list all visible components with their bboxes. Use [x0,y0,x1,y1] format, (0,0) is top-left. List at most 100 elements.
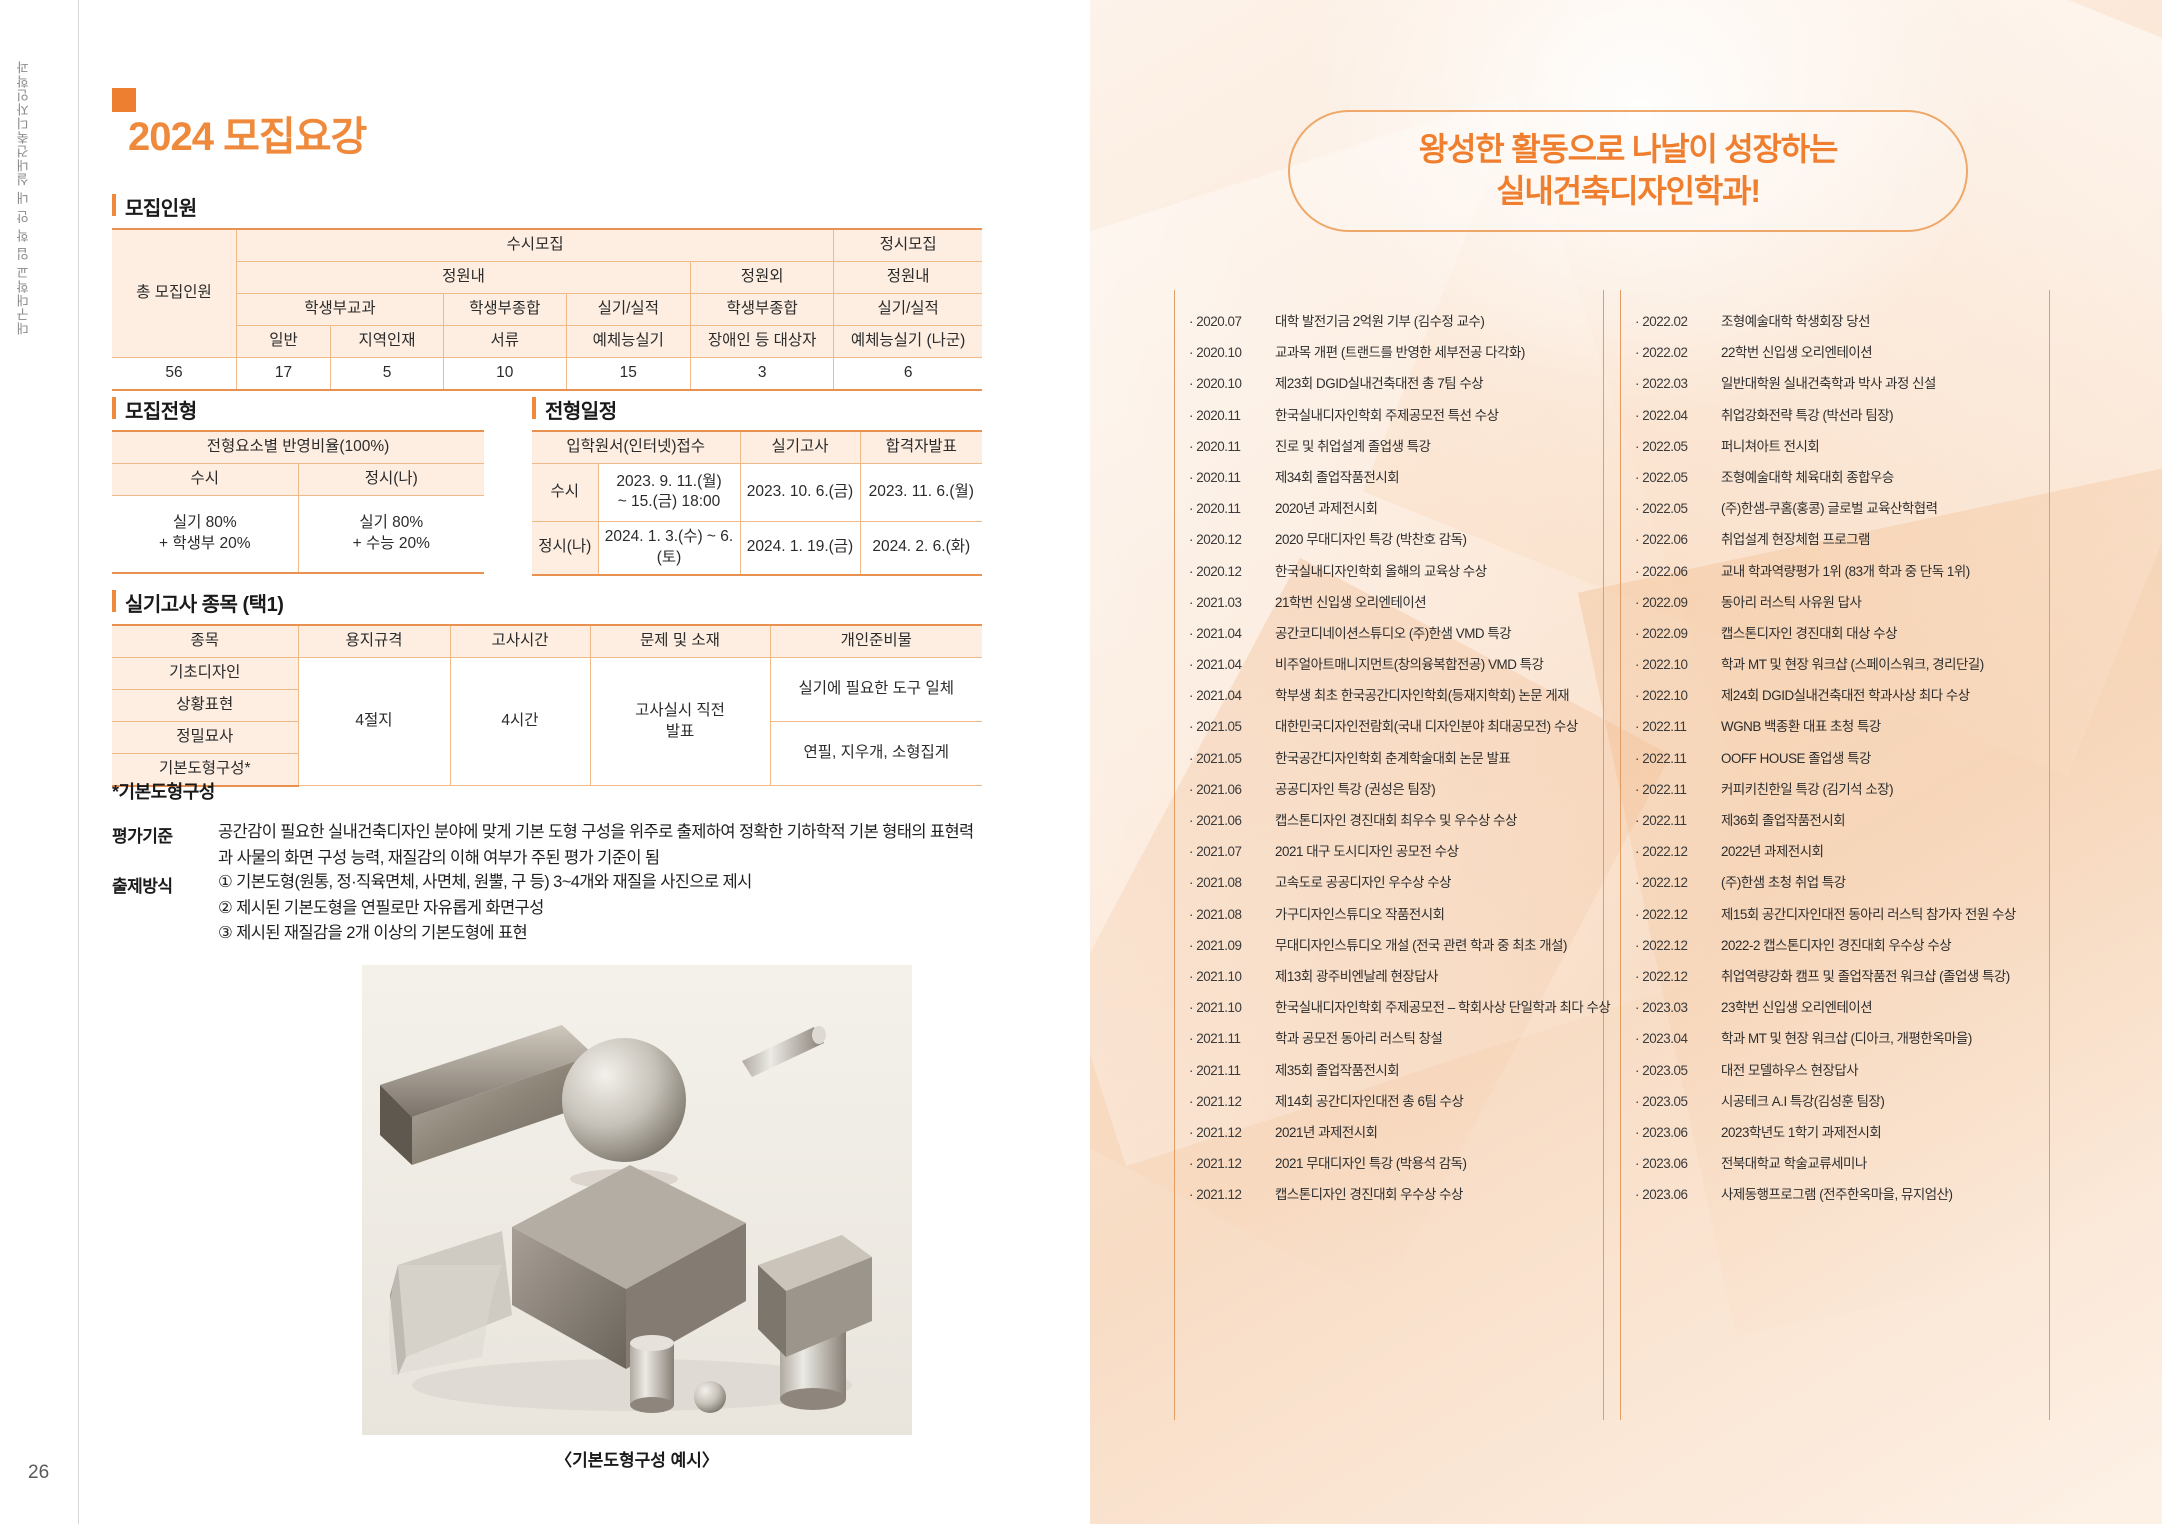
cell-h-jonghap2: 학생부종합 [690,292,835,326]
cell-v-seoryu: 10 [442,356,567,391]
timeline-date: 2021.05 [1189,751,1275,767]
timeline-date: 2022.12 [1635,938,1721,954]
section-heading-practical: 실기고사 종목 (택1) [112,588,284,617]
cell-group-jeongsi: 정시모집 [833,227,982,262]
timeline-date: 2022.02 [1635,345,1721,361]
timeline-text: 취업강화전략 특강 (박선라 팀장) [1721,407,1894,423]
table-row-practical-2: 상황표현 [112,688,982,722]
timeline-date: 2022.02 [1635,314,1721,330]
cell-ratio-jeongsi-label: 정시(나) [297,462,484,496]
note-body-method: ① 기본도형(원통, 정·직육면체, 사면체, 원뿔, 구 등) 3~4개와 재… [218,870,1008,947]
cell-s-ilban: 일반 [236,324,332,358]
cell-jeongsi-in: 정원내 [833,260,982,294]
cell-susi-out: 정원외 [690,260,835,294]
timeline-date: 2023.06 [1635,1156,1721,1172]
wood-beam-shape [380,1025,594,1165]
cell-v-yechenung: 15 [565,356,692,391]
timeline-text: 한국실내디자인학회 올해의 교육상 수상 [1275,563,1487,579]
timeline-text: 캡스톤디자인 경진대회 우수상 수상 [1275,1187,1463,1203]
timeline-text: 일반대학원 실내건축학과 박사 과정 신설 [1721,376,1936,392]
criteria-line-1: 공간감이 필요한 실내건축디자인 분야에 맞게 기본 도형 구성을 위주로 출제… [218,823,974,841]
timeline-text: 2020년 과제전시회 [1275,501,1378,517]
timeline-date: 2022.11 [1635,813,1721,829]
timeline-date: 2021.04 [1189,688,1275,704]
timeline-text: 조형예술대학 체육대회 종합우승 [1721,469,1894,485]
timeline-date: 2022.10 [1635,688,1721,704]
timeline-date: 2020.10 [1189,345,1275,361]
cell-supplies-1: 실기에 필요한 도구 일체 [769,656,982,722]
timeline-date: 2022.11 [1635,751,1721,767]
ratio-jeongsi-line2: + 수능 20% [352,535,430,553]
method-line-1: ① 기본도형(원통, 정·직육면체, 사면체, 원뿔, 구 등) 3~4개와 재… [218,873,752,891]
page-title: 2024 모집요강 [128,115,367,159]
timeline-date: 2022.12 [1635,844,1721,860]
timeline-text: 23학번 신입생 오리엔테이션 [1721,1000,1873,1016]
timeline-text: 한국실내디자인학회 주제공모전 – 학회사상 단일학과 최다 수상 [1275,1000,1611,1016]
cell-ratio-jeongsi-value: 실기 80% + 수능 20% [297,494,484,575]
timeline-date: 2021.10 [1189,969,1275,985]
cell-result-header: 합격자발표 [859,429,982,464]
timeline-date: 2021.10 [1189,1000,1275,1016]
topic-line1: 고사실시 직전 [635,701,725,719]
timeline-text: 2021 무대디자인 특강 (박용석 감독) [1275,1156,1467,1172]
cell-exam-time: 4시간 [449,656,591,787]
cell-item-4: 기본도형구성* [112,752,298,787]
timeline-text: 캡스톤디자인 경진대회 최우수 및 우수상 수상 [1275,813,1517,828]
timeline-text: 전북대학교 학술교류세미나 [1721,1156,1867,1172]
cell-v-yechenung2: 6 [833,356,982,391]
timeline-date: 2022.05 [1635,439,1721,455]
cell-h-jonghap: 학생부종합 [442,292,567,326]
timeline-date: 2022.11 [1635,719,1721,735]
timeline-date: 2023.05 [1635,1063,1721,1079]
timeline-text: 제15회 공간디자인대전 동아리 러스틱 참가자 전원 수상 [1721,906,2016,922]
timeline-text: 학부생 최초 한국공간디자인학회(등재지학회) 논문 게재 [1275,688,1570,704]
timeline-date: 2022.10 [1635,657,1721,673]
ratio-susi-line2: + 학생부 20% [159,535,251,553]
timeline-text: 사제동행프로그램 (전주한옥마을, 뮤지엄산) [1721,1187,1953,1203]
timeline-text: 교과목 개편 (트랜드를 반영한 세부전공 다각화) [1275,345,1525,361]
cell-item-1: 기초디자인 [112,656,299,690]
timeline-date: 2022.04 [1635,408,1721,424]
timeline-date: 2021.05 [1189,719,1275,735]
timeline-date: 2021.12 [1189,1187,1275,1203]
timeline-text: OOFF HOUSE 졸업생 특강 [1721,750,1871,766]
timeline-date: 2022.09 [1635,626,1721,642]
cell-result-susi: 2023. 11. 6.(월) [859,462,982,522]
timeline-date: 2023.06 [1635,1187,1721,1203]
section-heading-schedule: 전형일정 [532,395,617,424]
note-body-criteria: 공간감이 필요한 실내건축디자인 분야에 맞게 기본 도형 구성을 위주로 출제… [218,820,1008,871]
timeline-date: 2022.05 [1635,501,1721,517]
apply-susi-line1: 2023. 9. 11.(월) [616,472,722,490]
vertical-department-label: 대구대학교 입 학 안 내 실내건축디자인학과 [16,60,31,336]
timeline-text: 동아리 러스틱 사유원 답사 [1721,594,1862,610]
drawing-svg [362,965,912,1435]
cell-s-jiyeok: 지역인재 [330,324,444,358]
ratio-susi-line1: 실기 80% [172,514,237,532]
timeline-date: 2022.06 [1635,564,1721,580]
note-label-method: 출제방식 [112,877,173,896]
cell-item-3: 정밀묘사 [112,720,299,754]
timeline-date: 2020.11 [1189,470,1275,486]
cell-ratio-susi-label: 수시 [112,462,299,496]
cell-s-seoryu: 서류 [442,324,567,358]
timeline-text: 취업설계 현장체험 프로그램 [1721,532,1870,548]
timeline-text: 2022년 과제전시회 [1721,844,1824,860]
timeline-text: (주)한샘-쿠홈(홍콩) 글로벌 교육산학협력 [1721,501,1938,517]
